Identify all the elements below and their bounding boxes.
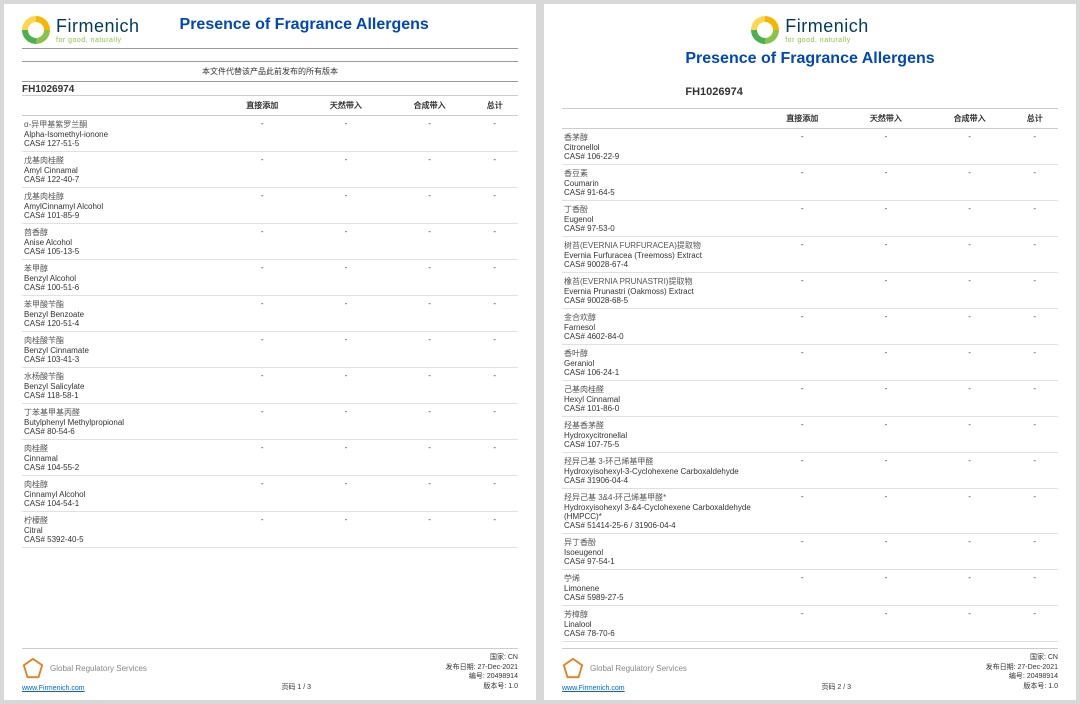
table-row: 香叶醇GeraniolCAS# 106-24-1----: [562, 345, 1058, 381]
column-header: 总计: [1011, 109, 1058, 129]
brand-name: Firmenich: [785, 17, 869, 35]
table-row: 羟基香茅醛HydroxycitronellalCAS# 107-75-5----: [562, 417, 1058, 453]
column-header: 合成带入: [388, 96, 472, 116]
table-row: 肉桂醛CinnamalCAS# 104-55-2----: [22, 440, 518, 476]
column-header: [562, 109, 760, 129]
table-row: 苯甲酸苄酯Benzyl BenzoateCAS# 120-51-4----: [22, 296, 518, 332]
table-row: 苯甲醇Benzyl AlcoholCAS# 100-51-6----: [22, 260, 518, 296]
website-link[interactable]: www.Firmenich.com: [22, 685, 85, 692]
column-header: [22, 96, 220, 116]
page-number: 页码 1 / 3: [281, 682, 311, 692]
table-row: 丁苯基甲基丙醛Butylphenyl MethylpropionalCAS# 8…: [22, 404, 518, 440]
table-row: 香茅醇CitronellolCAS# 106-22-9----: [562, 129, 1058, 165]
brand-tagline: for good, naturally: [56, 37, 140, 44]
website-link[interactable]: www.Firmenich.com: [562, 685, 625, 692]
allergen-table-2: 直接添加天然带入合成带入总计 香茅醇CitronellolCAS# 106-22…: [562, 108, 1058, 642]
table-row: 香豆素CoumarinCAS# 91-64-5----: [562, 165, 1058, 201]
column-header: 天然带入: [844, 109, 928, 129]
table-row: 橡苔(EVERNIA PRUNASTRI)提取物Evernia Prunastr…: [562, 273, 1058, 309]
footer-meta: 国家: CN 发布日期: 27-Dec-2021 编号: 20498914 版本…: [446, 653, 518, 692]
table-row: 戊基肉桂醇AmylCinnamyl AlcoholCAS# 101-85-9--…: [22, 188, 518, 224]
table-row: 水杨酸苄酯Benzyl SalicylateCAS# 118-58-1----: [22, 368, 518, 404]
logo: Firmenich for good, naturally: [22, 16, 140, 44]
pentagon-icon: [22, 657, 44, 679]
table-row: 异丁香酚IsoeugenolCAS# 97-54-1----: [562, 534, 1058, 570]
brand-name: Firmenich: [56, 17, 140, 35]
product-code: FH1026974: [22, 84, 518, 95]
column-header: 总计: [471, 96, 518, 116]
footer-meta: 国家: CN 发布日期: 27-Dec-2021 编号: 20498914 版本…: [986, 653, 1058, 692]
table-row: 肉桂酸苄酯Benzyl CinnamateCAS# 103-41-3----: [22, 332, 518, 368]
header: Firmenich for good, naturally Presence o…: [22, 16, 518, 49]
table-row: 柠檬醛CitralCAS# 5392-40-5----: [22, 512, 518, 548]
table-row: 丁香酚EugenolCAS# 97-53-0----: [562, 201, 1058, 237]
table-row: 戊基肉桂醛Amyl CinnamalCAS# 122-40-7----: [22, 152, 518, 188]
table-row: 芳樟醇LinaloolCAS# 78-70-6----: [562, 606, 1058, 642]
footer: Global Regulatory Services www.Firmenich…: [22, 648, 518, 692]
pentagon-icon: [562, 657, 584, 679]
subtitle: 本文件代替该产品此前发布的所有版本: [22, 61, 518, 82]
column-header: 直接添加: [760, 109, 844, 129]
allergen-table-1: 直接添加天然带入合成带入总计 α-异甲基紫罗兰酮Alpha-Isomethyl-…: [22, 95, 518, 548]
logo: Firmenich for good, naturally: [751, 16, 869, 44]
table-row: 金合欢醇FarnesolCAS# 4602-84-0----: [562, 309, 1058, 345]
footer: Global Regulatory Services www.Firmenich…: [562, 648, 1058, 692]
table-row: 茴香醇Anise AlcoholCAS# 105-13-5----: [22, 224, 518, 260]
column-header: 合成带入: [928, 109, 1012, 129]
grs-label: Global Regulatory Services: [50, 664, 147, 673]
header: Firmenich for good, naturally Presence o…: [562, 16, 1058, 108]
table-row: α-异甲基紫罗兰酮Alpha-Isomethyl-iononeCAS# 127-…: [22, 116, 518, 152]
product-code: FH1026974: [685, 86, 934, 98]
table-row: 树苔(EVERNIA FURFURACEA)提取物Evernia Furfura…: [562, 237, 1058, 273]
document-page-2: Firmenich for good, naturally Presence o…: [544, 4, 1076, 700]
column-header: 直接添加: [220, 96, 304, 116]
grs-label: Global Regulatory Services: [590, 664, 687, 673]
brand-tagline: for good, naturally: [785, 37, 869, 44]
logo-icon: [22, 16, 50, 44]
table-row: 羟异己基 3&4-环己烯基甲醛*Hydroxyisohexyl 3-&4-Cyc…: [562, 489, 1058, 534]
page-title: Presence of Fragrance Allergens: [180, 16, 429, 34]
table-row: 羟异己基 3-环己烯基甲醛Hydroxyisohexyl-3-Cyclohexe…: [562, 453, 1058, 489]
table-row: 己基肉桂醛Hexyl CinnamalCAS# 101-86-0----: [562, 381, 1058, 417]
logo-icon: [751, 16, 779, 44]
page-number: 页码 2 / 3: [821, 682, 851, 692]
document-page-1: Firmenich for good, naturally Presence o…: [4, 4, 536, 700]
table-row: 肉桂醇Cinnamyl AlcoholCAS# 104-54-1----: [22, 476, 518, 512]
column-header: 天然带入: [304, 96, 388, 116]
page-title: Presence of Fragrance Allergens: [685, 50, 934, 68]
table-row: 苧烯LimoneneCAS# 5989-27-5----: [562, 570, 1058, 606]
